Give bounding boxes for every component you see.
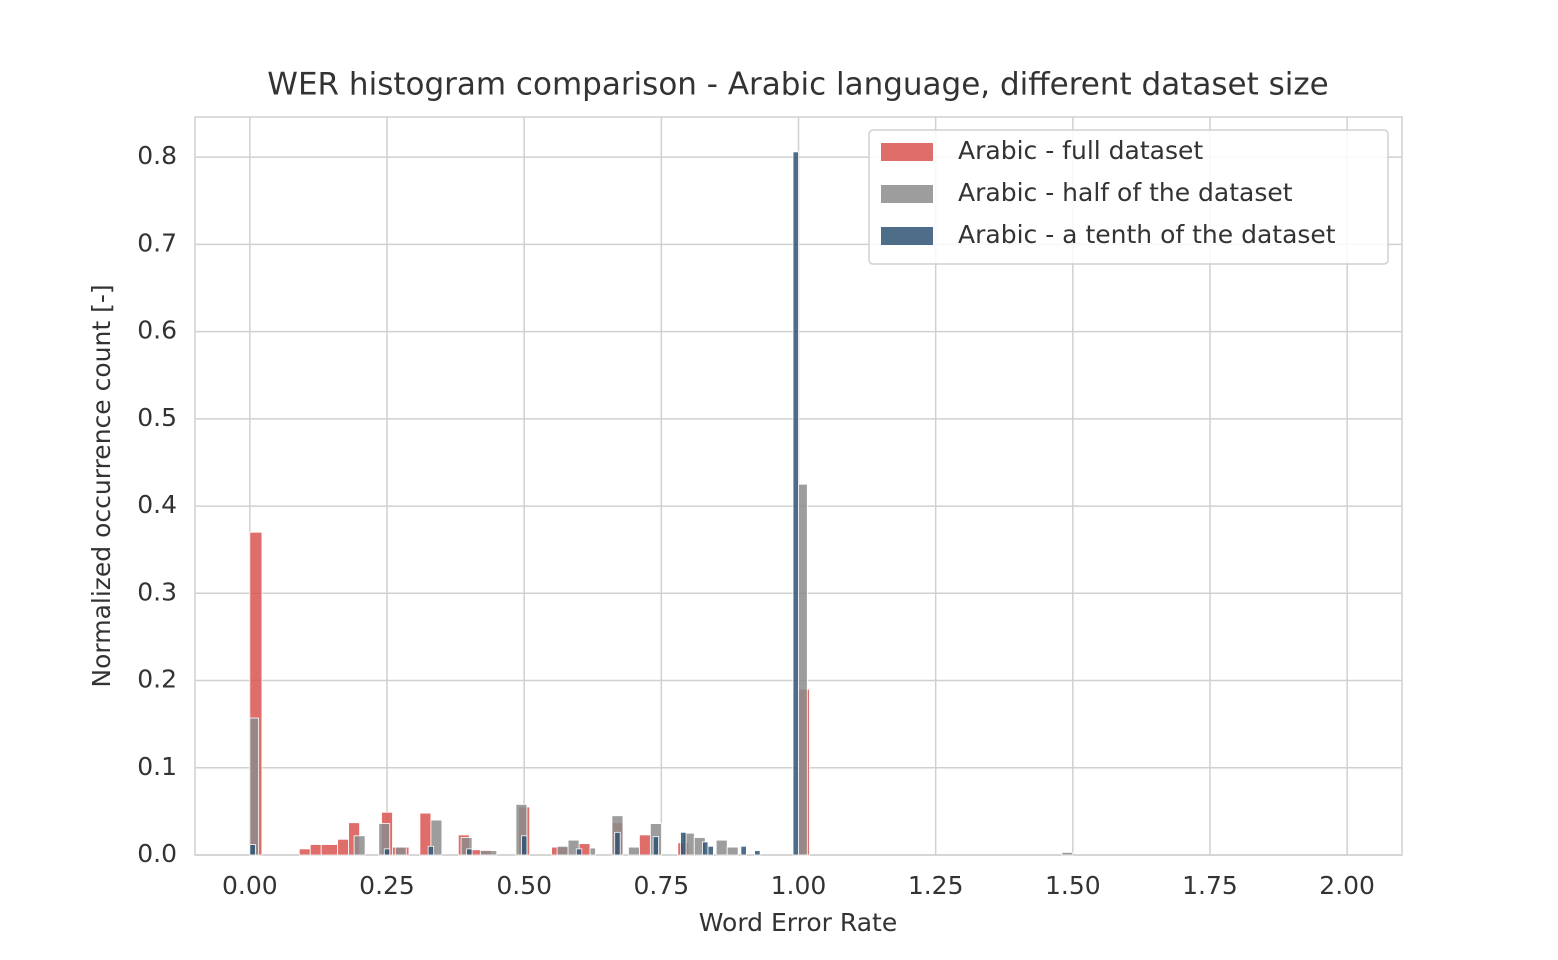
y-tick-label: 0.6 bbox=[137, 316, 177, 345]
bar bbox=[479, 850, 498, 856]
legend-box bbox=[868, 129, 1389, 265]
x-tick-label: 0.25 bbox=[359, 871, 415, 900]
y-tick-label: 0.0 bbox=[137, 839, 177, 868]
bar bbox=[394, 846, 407, 856]
y-tick-label: 0.1 bbox=[137, 752, 177, 781]
bar bbox=[792, 151, 799, 856]
x-tick-label: 0.50 bbox=[496, 871, 552, 900]
x-tick-label: 1.75 bbox=[1182, 871, 1238, 900]
y-tick-label: 0.2 bbox=[137, 665, 177, 694]
x-tick-label: 1.00 bbox=[771, 871, 827, 900]
chart-title: WER histogram comparison - Arabic langua… bbox=[267, 67, 1328, 103]
bar bbox=[754, 850, 761, 856]
y-axis-label: Normalized occurrence count [-] bbox=[87, 284, 116, 687]
legend-label: Arabic - full dataset bbox=[958, 136, 1203, 165]
bar bbox=[309, 844, 322, 856]
y-tick-label: 0.5 bbox=[137, 403, 177, 432]
x-tick-label: 1.25 bbox=[908, 871, 964, 900]
bar bbox=[383, 848, 391, 856]
bar bbox=[353, 835, 366, 856]
bar bbox=[567, 839, 580, 856]
bar bbox=[320, 844, 339, 856]
bar bbox=[798, 483, 808, 856]
x-axis-label: Word Error Rate bbox=[699, 908, 897, 937]
bar bbox=[249, 844, 256, 856]
bar bbox=[702, 841, 709, 856]
bar bbox=[1061, 851, 1074, 856]
legend-swatch bbox=[881, 227, 933, 245]
legend-label: Arabic - a tenth of the dataset bbox=[958, 220, 1336, 249]
y-tick-label: 0.8 bbox=[137, 141, 177, 170]
bar bbox=[575, 848, 583, 856]
bar bbox=[740, 845, 747, 856]
legend-label: Arabic - half of the dataset bbox=[958, 178, 1293, 207]
bar bbox=[638, 834, 651, 856]
bar bbox=[521, 835, 528, 856]
y-tick-label: 0.7 bbox=[137, 228, 177, 257]
legend-swatch bbox=[881, 143, 933, 161]
bars bbox=[249, 151, 1074, 856]
bar bbox=[337, 838, 350, 856]
x-tick-label: 0.75 bbox=[634, 871, 690, 900]
legend: Arabic - full dataset Arabic - half of th… bbox=[868, 129, 1389, 265]
bar bbox=[680, 831, 687, 856]
bar bbox=[589, 847, 596, 856]
bar bbox=[427, 845, 435, 856]
bar bbox=[652, 836, 659, 856]
legend-swatch bbox=[881, 185, 933, 203]
bar bbox=[430, 819, 443, 856]
y-tick-label: 0.3 bbox=[137, 577, 177, 606]
bar bbox=[466, 848, 473, 856]
bar bbox=[298, 848, 311, 856]
x-tick-label: 2.00 bbox=[1319, 871, 1375, 900]
bar bbox=[707, 845, 714, 856]
bar bbox=[726, 846, 739, 856]
bar bbox=[715, 839, 728, 856]
bar bbox=[628, 846, 640, 856]
y-tick-label: 0.4 bbox=[137, 490, 177, 519]
bar bbox=[614, 831, 621, 856]
x-tick-label: 1.50 bbox=[1045, 871, 1101, 900]
x-tick-label: 0.00 bbox=[222, 871, 278, 900]
bar bbox=[556, 845, 569, 856]
bar bbox=[249, 717, 260, 856]
